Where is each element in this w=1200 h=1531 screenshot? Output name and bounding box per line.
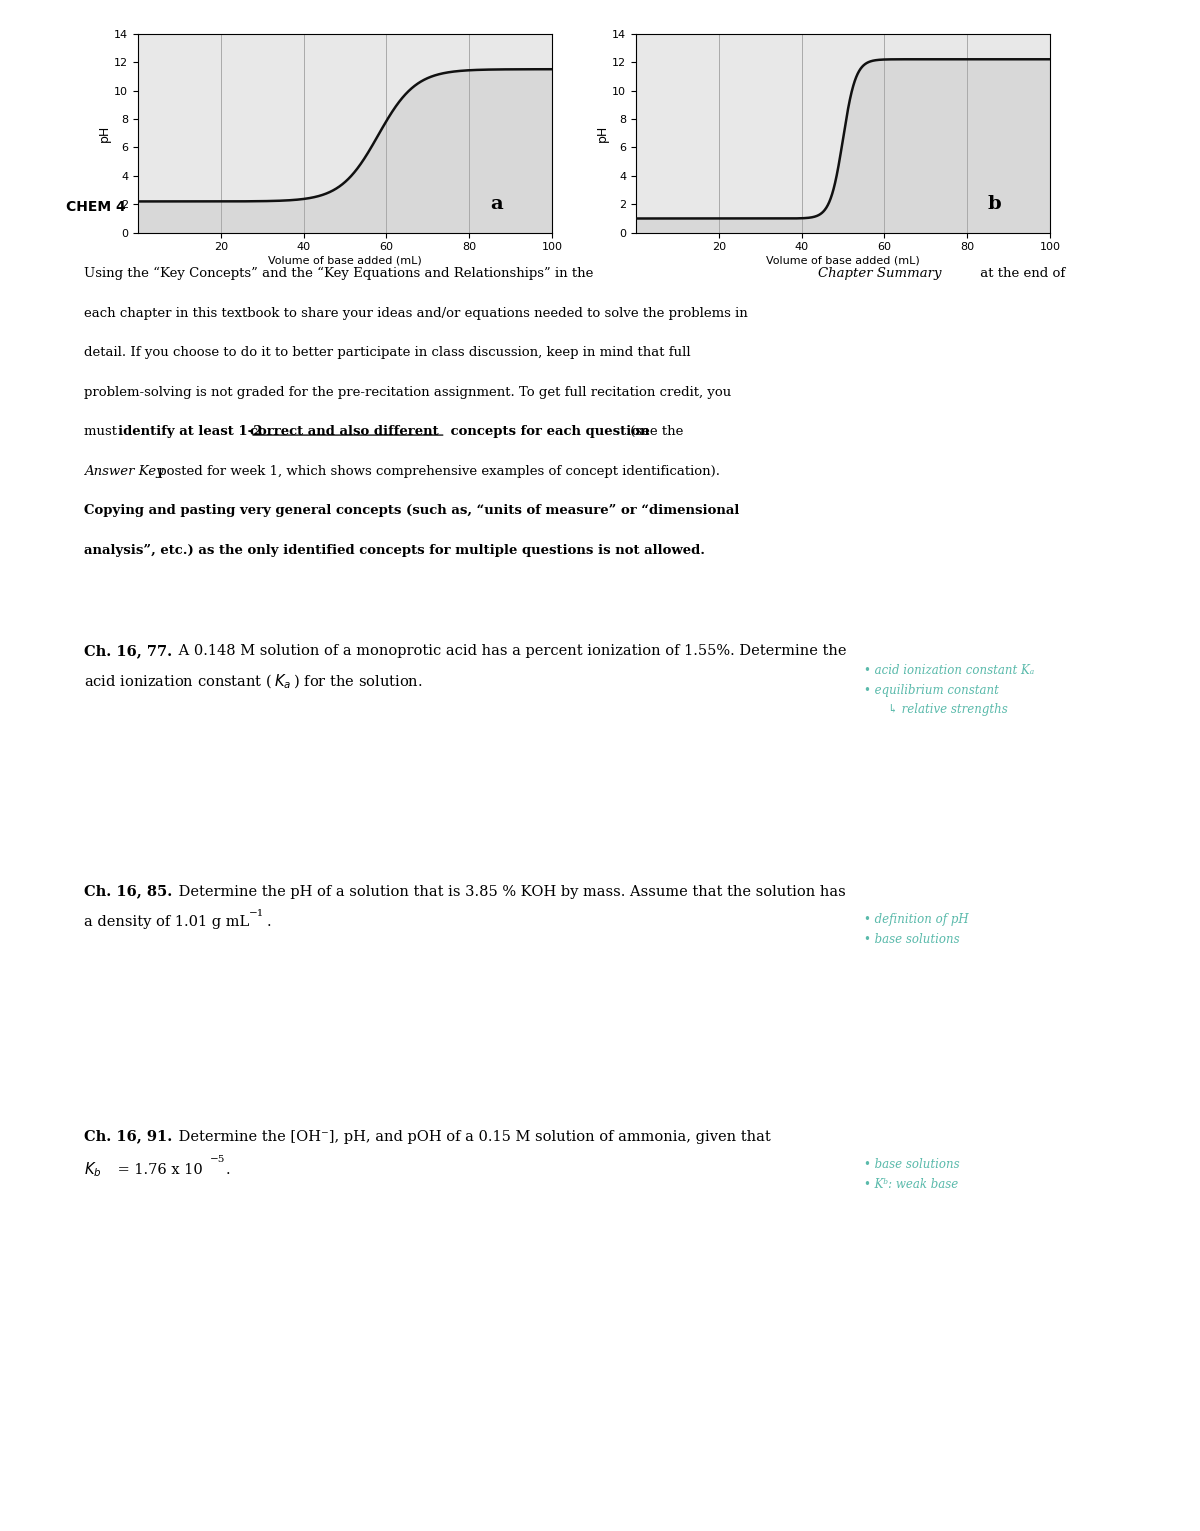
Y-axis label: pH: pH bbox=[596, 124, 610, 142]
Text: posted for week 1, which shows comprehensive examples of concept identification): posted for week 1, which shows comprehen… bbox=[154, 465, 720, 478]
Text: Ch. 16, 77.: Ch. 16, 77. bbox=[84, 645, 172, 658]
Text: Answer Key: Answer Key bbox=[84, 465, 163, 478]
X-axis label: Volume of base added (mL): Volume of base added (mL) bbox=[766, 256, 920, 265]
Text: • equilibrium constant: • equilibrium constant bbox=[864, 683, 998, 697]
Text: analysis”, etc.) as the only identified concepts for multiple questions is not a: analysis”, etc.) as the only identified … bbox=[84, 544, 706, 557]
Text: must: must bbox=[84, 426, 121, 438]
Text: identify at least 1-2: identify at least 1-2 bbox=[118, 426, 266, 438]
Text: acid ionization constant ( $K_a$ ) for the solution.: acid ionization constant ( $K_a$ ) for t… bbox=[84, 672, 422, 690]
Text: −1: −1 bbox=[248, 908, 264, 917]
Text: Determine the [OH⁻], pH, and pOH of a 0.15 M solution of ammonia, given that: Determine the [OH⁻], pH, and pOH of a 0.… bbox=[174, 1130, 770, 1144]
Text: $K_b$: $K_b$ bbox=[84, 1160, 102, 1179]
Text: • base solutions: • base solutions bbox=[864, 932, 960, 946]
Text: A 0.148 M solution of a monoprotic acid has a percent ionization of 1.55%. Deter: A 0.148 M solution of a monoprotic acid … bbox=[174, 645, 846, 658]
Text: Ch. 16, 85.: Ch. 16, 85. bbox=[84, 885, 173, 899]
Text: (see the: (see the bbox=[626, 426, 683, 438]
Text: problem-solving is not graded for the pre-recitation assignment. To get full rec: problem-solving is not graded for the pr… bbox=[84, 386, 731, 398]
Text: a: a bbox=[490, 194, 503, 213]
Y-axis label: pH: pH bbox=[98, 124, 112, 142]
Text: ↳ relative strengths: ↳ relative strengths bbox=[888, 703, 1008, 717]
Text: • Kᵇ: weak base: • Kᵇ: weak base bbox=[864, 1177, 959, 1191]
Text: • definition of pH: • definition of pH bbox=[864, 912, 968, 926]
Text: CHEM 4: CHEM 4 bbox=[66, 201, 126, 214]
Text: • base solutions: • base solutions bbox=[864, 1157, 960, 1171]
Text: correct and also different: correct and also different bbox=[250, 426, 439, 438]
Text: each chapter in this textbook to share your ideas and/or equations needed to sol: each chapter in this textbook to share y… bbox=[84, 306, 748, 320]
Text: a density of 1.01 g mL: a density of 1.01 g mL bbox=[84, 916, 250, 929]
Text: .: . bbox=[226, 1164, 230, 1177]
Text: −5: −5 bbox=[210, 1154, 226, 1164]
X-axis label: Volume of base added (mL): Volume of base added (mL) bbox=[268, 256, 422, 265]
Text: Copying and pasting very general concepts (such as, “units of measure” or “dimen: Copying and pasting very general concept… bbox=[84, 504, 739, 517]
Text: b: b bbox=[988, 194, 1002, 213]
Text: Using the “Key Concepts” and the “Key Equations and Relationships” in the: Using the “Key Concepts” and the “Key Eq… bbox=[84, 268, 598, 280]
Text: Chapter Summary: Chapter Summary bbox=[818, 268, 942, 280]
Text: Ch. 16, 91.: Ch. 16, 91. bbox=[84, 1130, 173, 1144]
Text: at the end of: at the end of bbox=[976, 268, 1064, 280]
Text: .: . bbox=[266, 916, 271, 929]
Text: Determine the pH of a solution that is 3.85 % KOH by mass. Assume that the solut: Determine the pH of a solution that is 3… bbox=[174, 885, 846, 899]
Text: • acid ionization constant Kₐ: • acid ionization constant Kₐ bbox=[864, 663, 1034, 677]
Text: detail. If you choose to do it to better participate in class discussion, keep i: detail. If you choose to do it to better… bbox=[84, 346, 691, 360]
Text: = 1.76 x 10: = 1.76 x 10 bbox=[113, 1164, 203, 1177]
Text: concepts for each question: concepts for each question bbox=[445, 426, 649, 438]
